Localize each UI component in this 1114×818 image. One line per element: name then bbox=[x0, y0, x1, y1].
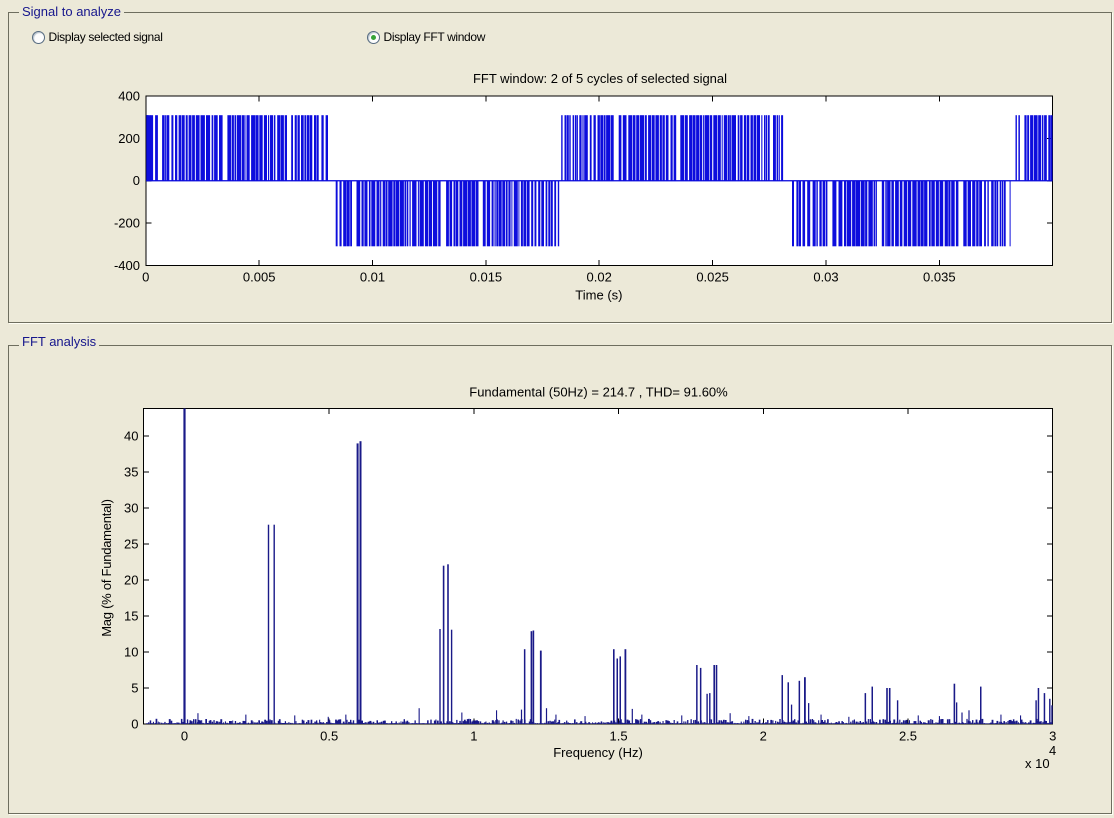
svg-text:0: 0 bbox=[131, 717, 138, 732]
svg-text:4: 4 bbox=[1049, 743, 1056, 758]
svg-text:FFT window: 2 of 5 cycles of s: FFT window: 2 of 5 cycles of selected si… bbox=[473, 71, 727, 86]
svg-text:x 10: x 10 bbox=[1025, 756, 1050, 771]
svg-text:0: 0 bbox=[181, 729, 188, 744]
svg-text:0: 0 bbox=[133, 173, 140, 188]
svg-text:2.5: 2.5 bbox=[899, 729, 917, 744]
svg-text:35: 35 bbox=[124, 465, 138, 480]
svg-text:0.025: 0.025 bbox=[696, 270, 729, 285]
svg-text:0.01: 0.01 bbox=[360, 270, 385, 285]
svg-text:1.5: 1.5 bbox=[610, 729, 628, 744]
svg-text:2: 2 bbox=[760, 729, 767, 744]
svg-text:10: 10 bbox=[124, 645, 138, 660]
svg-text:0.005: 0.005 bbox=[243, 270, 276, 285]
svg-text:-200: -200 bbox=[114, 216, 140, 231]
svg-text:1: 1 bbox=[470, 729, 477, 744]
svg-text:Mag (% of Fundamental): Mag (% of Fundamental) bbox=[99, 499, 114, 637]
svg-text:25: 25 bbox=[124, 537, 138, 552]
svg-text:0.02: 0.02 bbox=[587, 270, 612, 285]
svg-text:0.5: 0.5 bbox=[320, 729, 338, 744]
svg-text:400: 400 bbox=[118, 89, 140, 104]
svg-text:Frequency (Hz): Frequency (Hz) bbox=[553, 745, 643, 760]
svg-text:30: 30 bbox=[124, 501, 138, 516]
svg-text:3: 3 bbox=[1049, 729, 1056, 744]
svg-text:0.015: 0.015 bbox=[470, 270, 503, 285]
svg-text:0.035: 0.035 bbox=[923, 270, 956, 285]
svg-text:Fundamental (50Hz) = 214.7 , T: Fundamental (50Hz) = 214.7 , THD= 91.60% bbox=[469, 385, 728, 400]
svg-text:0: 0 bbox=[142, 270, 149, 285]
svg-text:5: 5 bbox=[131, 681, 138, 696]
svg-text:0.03: 0.03 bbox=[813, 270, 838, 285]
svg-text:Time (s): Time (s) bbox=[575, 288, 622, 303]
svg-text:40: 40 bbox=[124, 429, 138, 444]
svg-text:-400: -400 bbox=[114, 258, 140, 273]
svg-text:20: 20 bbox=[124, 573, 138, 588]
svg-text:200: 200 bbox=[118, 131, 140, 146]
svg-text:15: 15 bbox=[124, 609, 138, 624]
